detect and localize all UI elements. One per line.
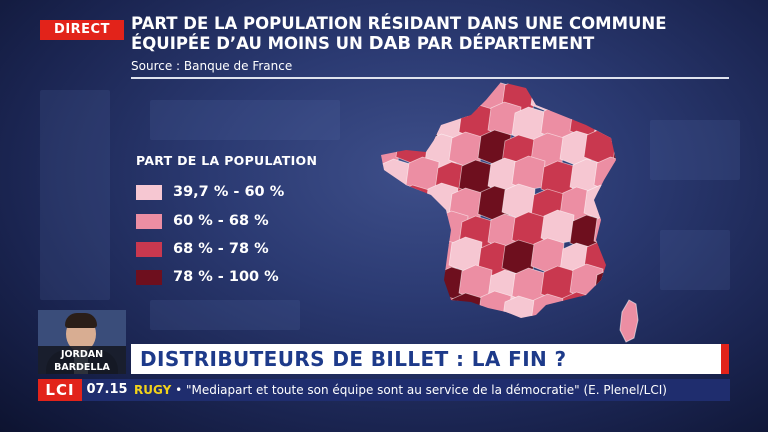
department-cell	[381, 82, 401, 110]
presenter-last-name: BARDELLA	[54, 362, 110, 373]
news-ticker	[38, 379, 730, 401]
channel-logo: LCI	[38, 379, 82, 401]
legend-swatch-1	[136, 184, 162, 200]
legend-label-1: 39,7 % - 60 %	[173, 184, 285, 200]
department-cell	[448, 292, 483, 318]
legend-label-4: 78 % - 100 %	[173, 269, 279, 285]
department-cell	[623, 162, 646, 196]
ticker-time: 07.15	[86, 382, 128, 397]
department-cell	[559, 291, 594, 318]
legend-label-2: 60 % - 68 %	[173, 213, 269, 229]
department-cell	[448, 82, 483, 111]
department-cell	[612, 182, 616, 218]
france-department-map	[381, 82, 646, 343]
department-cell	[395, 296, 430, 318]
department-cell	[381, 214, 411, 250]
department-cell	[395, 82, 430, 115]
department-cell	[530, 82, 565, 112]
legend-item-2: 60 % - 68 %	[136, 212, 269, 230]
presenter-name: JORDAN BARDELLA	[38, 346, 126, 374]
department-cell	[612, 133, 616, 169]
legend-item-3: 68 % - 78 %	[136, 240, 269, 258]
department-cell	[623, 106, 646, 140]
department-cell	[623, 211, 646, 245]
title-dab: DAB	[368, 33, 412, 54]
headline-banner: DISTRIBUTEURS DE BILLET : LA FIN ?	[131, 344, 729, 374]
presenter-first-name: JORDAN	[60, 349, 104, 360]
department-cell	[381, 186, 401, 222]
legend-title: PART DE LA POPULATION	[136, 153, 318, 168]
department-cell	[381, 158, 411, 194]
department-cell	[381, 102, 411, 138]
department-cell	[405, 268, 440, 304]
department-cell	[381, 242, 401, 278]
department-cell	[424, 82, 459, 113]
ticker-message: • "Mediapart et toute son équipe sont au…	[171, 383, 667, 397]
department-cell	[381, 263, 411, 299]
department-cell	[501, 295, 536, 318]
department-cell	[583, 82, 616, 115]
department-cell	[612, 82, 616, 113]
title-line-2-end: PAR DÉPARTEMENT	[411, 34, 595, 53]
department-cell	[395, 184, 430, 220]
headline-accent	[721, 344, 729, 374]
department-cell	[583, 184, 616, 220]
department-cell	[583, 296, 616, 318]
legend-swatch-2	[136, 213, 162, 229]
department-cell	[395, 240, 430, 276]
chart-title: PART DE LA POPULATION RÉSIDANT DANS UNE …	[131, 14, 731, 54]
corsica-region	[619, 299, 639, 343]
title-line-1: PART DE LA POPULATION RÉSIDANT DANS UNE …	[131, 14, 667, 33]
department-cell	[612, 238, 616, 274]
legend-swatch-3	[136, 241, 162, 257]
legend-item-4: 78 % - 100 %	[136, 268, 279, 286]
department-cell	[593, 212, 616, 248]
department-cell	[381, 291, 401, 318]
title-line-2: ÉQUIPÉE D’AU MOINS UN DAB PAR DÉPARTEMEN…	[131, 34, 731, 54]
department-cell	[405, 212, 440, 248]
headline-text: DISTRIBUTEURS DE BILLET : LA FIN ?	[140, 347, 567, 371]
ticker-keyword: RUGY	[134, 383, 172, 397]
legend-label-3: 68 % - 78 %	[173, 241, 269, 257]
ticker-text: RUGY • "Mediapart et toute son équipe so…	[134, 379, 667, 401]
department-cell	[593, 268, 616, 304]
department-cell	[559, 82, 594, 110]
direct-badge: DIRECT	[40, 20, 124, 40]
department-cell	[623, 267, 646, 301]
title-line-2-start: ÉQUIPÉE D’AU MOINS UN	[131, 34, 369, 53]
legend-swatch-4	[136, 269, 162, 285]
department-cell	[405, 107, 440, 143]
department-cell	[530, 293, 565, 318]
title-divider	[131, 77, 729, 79]
legend-item-1: 39,7 % - 60 %	[136, 183, 284, 201]
source-text: Source : Banque de France	[131, 59, 293, 73]
